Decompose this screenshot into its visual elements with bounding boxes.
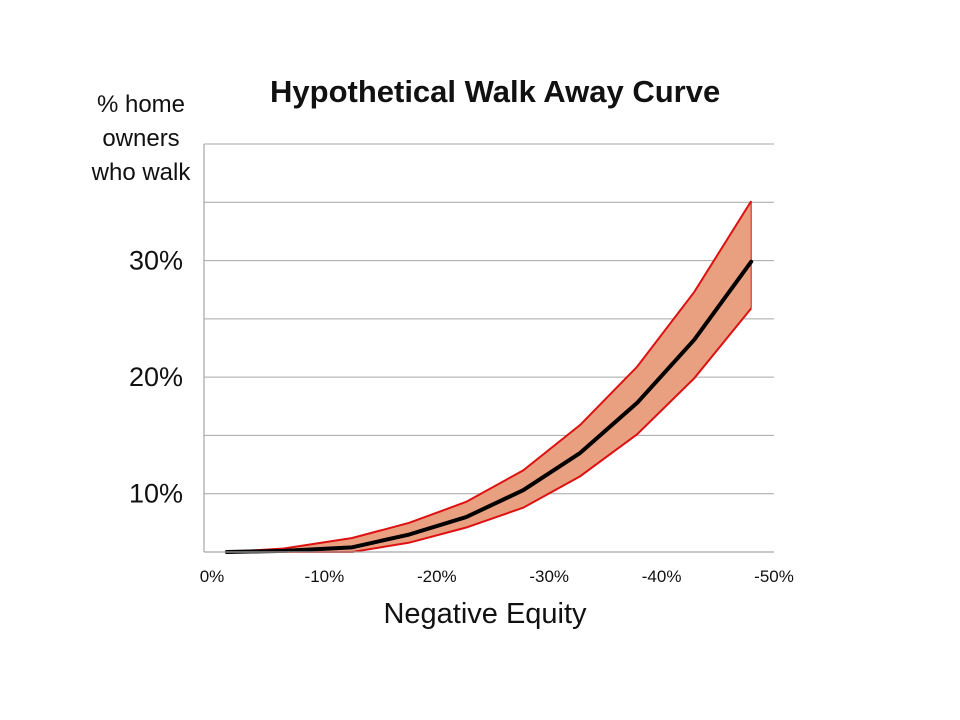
x-tick-label: -30%	[529, 567, 569, 586]
uncertainty-band	[226, 201, 752, 552]
x-tick-label: 0%	[200, 567, 225, 586]
y-tick-label: 20%	[129, 362, 183, 392]
chart-title: Hypothetical Walk Away Curve	[270, 74, 721, 109]
x-tick-label: -20%	[417, 567, 457, 586]
x-axis-label: Negative Equity	[383, 598, 587, 630]
series-line-0	[224, 259, 754, 554]
y-axis-label: % home owners who walk	[91, 91, 191, 186]
y-tick-label: 10%	[129, 479, 183, 509]
band-upper-edge	[226, 200, 753, 553]
x-tick-label: -10%	[305, 567, 345, 586]
x-tick-label: -50%	[754, 567, 794, 586]
y-tick-label: 30%	[129, 246, 183, 276]
x-tick-label: -40%	[642, 567, 682, 586]
